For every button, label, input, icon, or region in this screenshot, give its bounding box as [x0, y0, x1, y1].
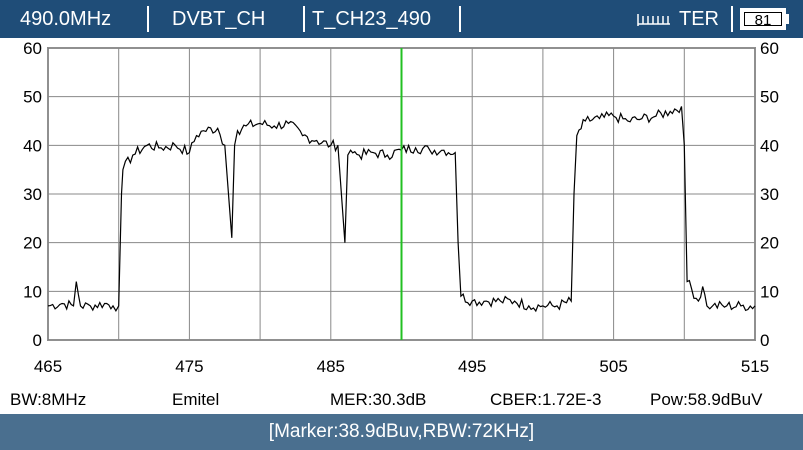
y-tick-label-right: 40: [760, 136, 779, 155]
mode-readout[interactable]: DVBT_CH: [172, 8, 266, 30]
header-divider: [303, 6, 305, 32]
battery-icon: 81: [740, 8, 786, 30]
header-divider: [459, 6, 461, 32]
x-tick-label: 465: [34, 357, 62, 376]
y-tick-label-left: 60: [23, 39, 42, 58]
x-tick-label: 475: [175, 357, 203, 376]
marker-info-bar: [Marker:38.9dBuv,RBW:72KHz]: [0, 414, 803, 450]
mer-readout: MER:30.3dB: [330, 390, 427, 409]
x-tick-label: 505: [599, 357, 627, 376]
y-tick-label-left: 20: [23, 234, 42, 253]
header-bar: 490.0MHz DVBT_CH T_CH23_490 TER 81: [0, 0, 803, 38]
header-divider: [147, 6, 149, 32]
y-tick-label-left: 30: [23, 185, 42, 204]
bandwidth-readout: BW:8MHz: [10, 390, 87, 409]
cber-readout: CBER:1.72E-3: [490, 390, 602, 409]
band-label: TER: [679, 8, 719, 30]
spectrum-plot[interactable]: 0 0 10 10 20 20 30 30 40 40 50 50 60 60 465 475 485 495 50…: [0, 38, 803, 386]
y-tick-label-right: 10: [760, 282, 779, 301]
y-tick-label-left: 40: [23, 136, 42, 155]
y-tick-label-left: 50: [23, 88, 42, 107]
y-tick-label-right: 60: [760, 39, 779, 58]
y-tick-label-right: 20: [760, 234, 779, 253]
spectrum-trace: [47, 106, 756, 313]
header-divider: [731, 6, 733, 32]
x-tick-label: 485: [317, 357, 345, 376]
antenna-icon: [637, 14, 670, 26]
y-tick-label-right: 50: [760, 88, 779, 107]
y-tick-label-left: 0: [33, 331, 42, 350]
battery-nub: [786, 14, 789, 24]
battery-level: 81: [744, 12, 782, 29]
y-tick-label-right: 0: [760, 331, 769, 350]
marker-info: [Marker:38.9dBuv,RBW:72KHz]: [268, 421, 535, 442]
channel-readout[interactable]: T_CH23_490: [312, 8, 431, 30]
y-tick-label-left: 10: [23, 282, 42, 301]
x-tick-label: 495: [458, 357, 486, 376]
frequency-readout[interactable]: 490.0MHz: [20, 8, 112, 30]
operator-name: Emitel: [172, 390, 220, 409]
y-tick-label-right: 30: [760, 185, 779, 204]
power-readout: Pow:58.9dBuV: [650, 390, 763, 409]
x-tick-label: 515: [741, 357, 769, 376]
plot-ticks: 0 0 10 10 20 20 30 30 40 40 50 50 60 60 465 475 485 495 50…: [23, 39, 779, 376]
